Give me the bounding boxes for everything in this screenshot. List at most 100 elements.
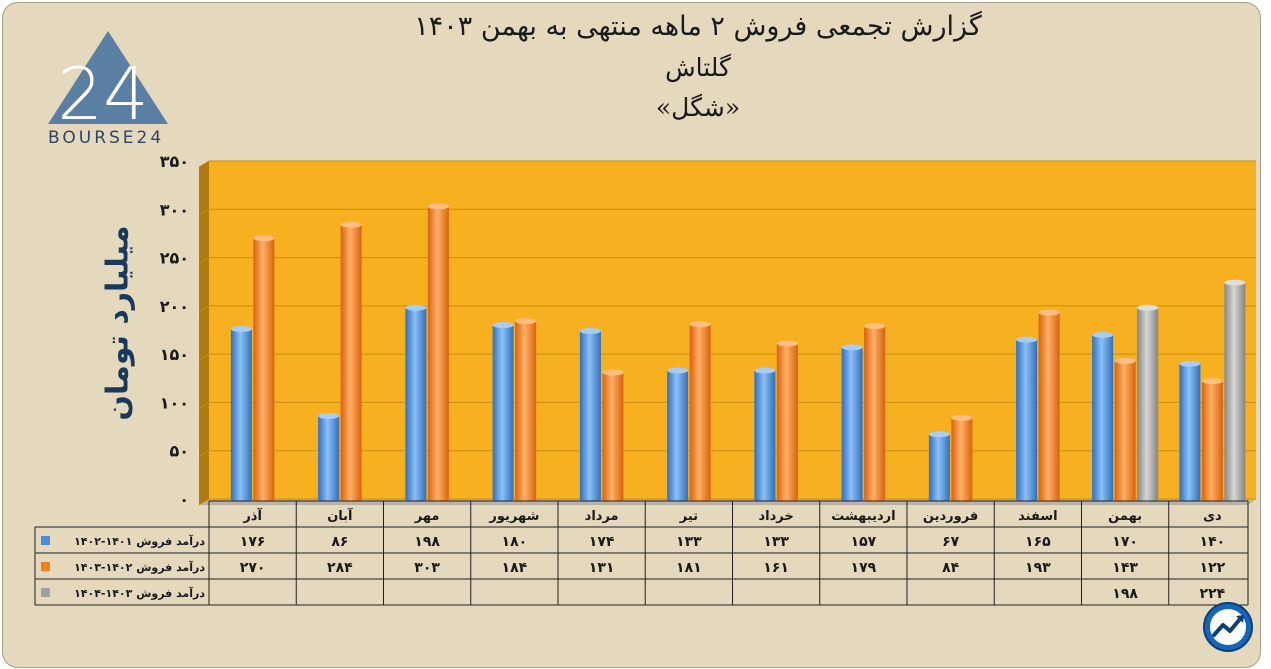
data-label: ۸۴ xyxy=(942,560,960,576)
data-label: ۱۷۹ xyxy=(851,560,877,576)
bar-body xyxy=(602,372,624,499)
bar-cap xyxy=(1224,279,1246,286)
y-tick-label: ۱۵۰ xyxy=(160,345,189,364)
bourse24-logo-icon: 24 xyxy=(48,31,168,136)
legend-label: درآمد فروش ۱۴۰۳-۱۴۰۴ xyxy=(74,586,205,600)
gridline-side xyxy=(198,305,210,313)
data-label: ۱۷۰ xyxy=(1112,534,1138,550)
y-tick-label: ۰ xyxy=(179,490,189,509)
plot-side-wall xyxy=(199,161,209,505)
legend-swatch xyxy=(41,562,50,571)
bar-cap xyxy=(1179,360,1201,367)
data-label: ۳۰۳ xyxy=(414,560,440,576)
bar-cap xyxy=(776,340,798,347)
bar-cap xyxy=(841,344,863,351)
x-tick-label: مرداد xyxy=(585,509,619,524)
bar xyxy=(1224,279,1246,502)
data-label: ۱۶۵ xyxy=(1025,534,1051,550)
bar-cap xyxy=(689,321,711,328)
x-tick-label: اردیبهشت xyxy=(831,509,895,524)
data-label: ۱۵۷ xyxy=(851,534,877,550)
bar xyxy=(602,369,624,502)
bar xyxy=(253,235,275,502)
bar-cap xyxy=(230,326,252,333)
data-label: ۱۸۴ xyxy=(502,560,528,576)
bar-body xyxy=(515,321,537,499)
y-tick-label: ۲۵۰ xyxy=(160,249,189,268)
data-label: ۱۷۶ xyxy=(240,534,266,550)
gridline-side xyxy=(198,160,210,168)
bar-cap xyxy=(1137,304,1159,311)
bar xyxy=(928,431,950,502)
bar-chart: ۰ ۵۰ ۱۰۰ ۱۵۰ ۲۰۰ ۲۵۰ ۳۰۰ ۳۵۰ آذر آبان مهر شهریور مرد… xyxy=(34,152,1256,606)
bar-body xyxy=(841,347,863,499)
bar-cap xyxy=(318,412,340,419)
data-label: ۱۸۱ xyxy=(676,560,702,576)
bar xyxy=(1016,336,1038,502)
x-tick-label: بهمن xyxy=(1108,509,1142,524)
logo-mark: 24 xyxy=(57,52,149,136)
bar-body xyxy=(340,224,362,500)
bar-body xyxy=(230,329,252,499)
data-label: ۱۹۸ xyxy=(1112,586,1138,602)
x-tick-label: آذر xyxy=(242,507,262,524)
bar-body xyxy=(667,370,689,499)
bar-cap xyxy=(951,414,973,421)
bar-cap xyxy=(1201,378,1223,385)
data-label: ۲۸۴ xyxy=(327,560,353,576)
bar-cap xyxy=(427,203,449,210)
trend-badge-icon xyxy=(1203,602,1253,652)
bar xyxy=(776,340,798,502)
bar-body xyxy=(1179,363,1201,499)
bar-body xyxy=(689,324,711,499)
bar-cap xyxy=(928,431,950,438)
gridline-side xyxy=(198,208,210,216)
data-label: ۱۸۰ xyxy=(502,534,528,550)
bar-body xyxy=(864,326,886,499)
bar xyxy=(841,344,863,502)
data-label: ۱۹۳ xyxy=(1025,560,1051,576)
data-label: ۱۳۱ xyxy=(589,560,615,576)
bar-cap xyxy=(579,327,601,334)
bar xyxy=(754,367,776,502)
gridline-side xyxy=(198,401,210,409)
y-tick-label: ۳۵۰ xyxy=(160,152,189,171)
bar xyxy=(1179,360,1201,502)
x-tick-label: خرداد xyxy=(758,509,793,524)
gridline-side xyxy=(198,257,210,265)
data-label: ۱۷۴ xyxy=(589,534,615,550)
gridline-side xyxy=(198,498,210,506)
y-tick-label: ۲۰۰ xyxy=(160,297,189,316)
data-label: ۶۷ xyxy=(942,534,960,550)
bar xyxy=(1201,378,1223,502)
bar xyxy=(1092,331,1114,502)
bar-cap xyxy=(1016,336,1038,343)
bar-body xyxy=(928,434,950,499)
y-axis-label: میلیارد تومان xyxy=(100,225,136,421)
bar-cap xyxy=(1092,331,1114,338)
data-label: ۸۶ xyxy=(331,534,348,550)
bar-cap xyxy=(253,235,275,242)
bar xyxy=(1114,357,1136,502)
chart-subtitle-symbol: «شگل» xyxy=(655,93,741,122)
legend-label: درآمد فروش ۱۴۰۲-۱۴۰۳ xyxy=(74,560,205,574)
bar-body xyxy=(405,307,427,499)
bar xyxy=(667,367,689,502)
bar-cap xyxy=(602,369,624,376)
logo-text: BOURSE24 xyxy=(48,128,165,148)
y-tick-label: ۳۰۰ xyxy=(160,200,189,219)
bar-cap xyxy=(1038,309,1060,316)
chart-title: گزارش تجمعی فروش ۲ ماهه منتهی به بهمن ۱۴… xyxy=(414,11,982,42)
bar-body xyxy=(492,325,514,499)
bar-body xyxy=(1201,381,1223,499)
bar xyxy=(427,203,449,502)
data-label: ۱۲۲ xyxy=(1200,560,1226,576)
data-label: ۱۴۰ xyxy=(1200,534,1226,550)
bar-cap xyxy=(667,367,689,374)
x-tick-label: مهر xyxy=(414,509,440,524)
x-tick-label: شهریور xyxy=(488,509,539,524)
data-label: ۲۲۴ xyxy=(1200,586,1226,602)
bar-body xyxy=(253,238,275,499)
bar xyxy=(579,327,601,502)
bar xyxy=(492,322,514,502)
